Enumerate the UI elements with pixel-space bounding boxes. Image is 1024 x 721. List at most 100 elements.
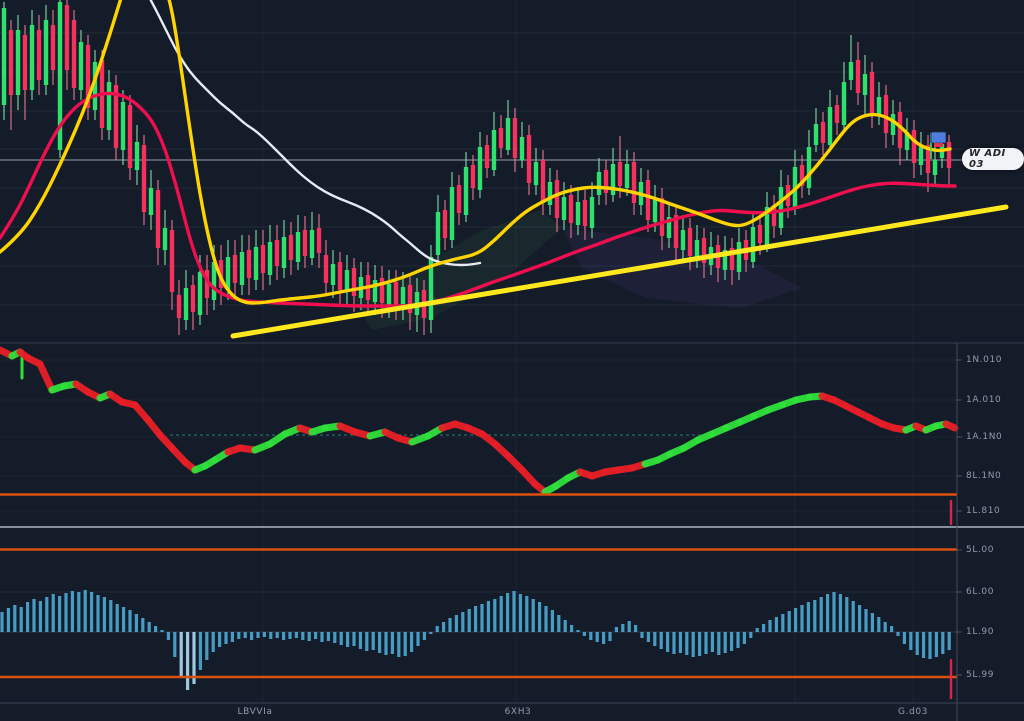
candle-body[interactable] — [337, 262, 343, 290]
candle-body[interactable] — [386, 284, 392, 305]
histogram-bar[interactable] — [941, 632, 945, 654]
histogram-layer[interactable] — [0, 548, 957, 691]
candle-body[interactable] — [498, 128, 504, 148]
candle-body[interactable] — [36, 30, 42, 80]
candle-body[interactable] — [449, 187, 455, 240]
histogram-bar[interactable] — [646, 632, 650, 642]
candle-body[interactable] — [155, 190, 161, 248]
candle-body[interactable] — [120, 102, 126, 150]
histogram-bar[interactable] — [70, 591, 74, 632]
candle-body[interactable] — [855, 60, 861, 93]
oscillator-segment[interactable] — [36, 360, 56, 394]
histogram-bar[interactable] — [147, 622, 151, 632]
histogram-bar[interactable] — [397, 632, 401, 657]
histogram-bar[interactable] — [557, 615, 561, 632]
histogram-bar[interactable] — [224, 632, 228, 644]
histogram-bar[interactable] — [781, 614, 785, 632]
candle-body[interactable] — [687, 228, 693, 256]
histogram-bar[interactable] — [883, 622, 887, 632]
histogram-bar[interactable] — [6, 608, 10, 632]
histogram-bar[interactable] — [230, 632, 234, 642]
histogram-bar[interactable] — [742, 632, 746, 644]
candle-body[interactable] — [92, 62, 98, 110]
histogram-bar[interactable] — [602, 632, 606, 644]
histogram-bar[interactable] — [570, 625, 574, 632]
histogram-bar[interactable] — [915, 632, 919, 655]
histogram-bar[interactable] — [774, 617, 778, 632]
histogram-bar[interactable] — [192, 632, 196, 684]
histogram-bar[interactable] — [678, 632, 682, 653]
candle-body[interactable] — [666, 217, 672, 238]
histogram-bar[interactable] — [704, 632, 708, 654]
candle-body[interactable] — [911, 130, 917, 163]
histogram-bar[interactable] — [736, 632, 740, 648]
histogram-bar[interactable] — [653, 632, 657, 646]
histogram-bar[interactable] — [902, 632, 906, 644]
candle-body[interactable] — [813, 124, 819, 145]
candle-body[interactable] — [736, 242, 742, 272]
candle-body[interactable] — [281, 237, 287, 268]
candle-body[interactable] — [225, 257, 231, 290]
candle-body[interactable] — [344, 270, 350, 292]
candle-body[interactable] — [946, 142, 952, 168]
candle-body[interactable] — [442, 210, 448, 238]
histogram-bar[interactable] — [250, 632, 254, 640]
candle-body[interactable] — [575, 202, 581, 225]
candle-body[interactable] — [904, 132, 910, 150]
histogram-bar[interactable] — [589, 632, 593, 640]
candle-body[interactable] — [659, 198, 665, 236]
candle-body[interactable] — [274, 240, 280, 266]
histogram-bar[interactable] — [38, 601, 42, 632]
histogram-bar[interactable] — [128, 610, 132, 632]
histogram-bar[interactable] — [314, 632, 318, 639]
candle-body[interactable] — [582, 200, 588, 226]
candle-body[interactable] — [722, 250, 728, 270]
histogram-bar[interactable] — [90, 592, 94, 632]
candle-body[interactable] — [78, 42, 84, 90]
candle-body[interactable] — [148, 188, 154, 215]
candle-body[interactable] — [547, 182, 553, 205]
histogram-bar[interactable] — [0, 612, 4, 632]
histogram-bar[interactable] — [275, 632, 279, 638]
candle-body[interactable] — [162, 228, 168, 250]
candle-body[interactable] — [624, 164, 630, 188]
candle-body[interactable] — [246, 250, 252, 278]
candle-body[interactable] — [589, 197, 595, 228]
candle-body[interactable] — [876, 97, 882, 115]
candle-body[interactable] — [526, 135, 532, 183]
histogram-bar[interactable] — [499, 596, 503, 632]
candle-body[interactable] — [694, 240, 700, 258]
candle-body[interactable] — [169, 230, 175, 292]
histogram-bar[interactable] — [762, 624, 766, 632]
candle-body[interactable] — [890, 114, 896, 135]
candle-body[interactable] — [827, 107, 833, 145]
candle-body[interactable] — [596, 172, 602, 195]
candle-body[interactable] — [799, 165, 805, 186]
candle-body[interactable] — [540, 160, 546, 203]
oscillator-layer[interactable] — [0, 346, 959, 496]
histogram-bar[interactable] — [198, 632, 202, 670]
candle-body[interactable] — [862, 74, 868, 95]
yellow-trendline[interactable] — [230, 204, 1009, 339]
histogram-bar[interactable] — [320, 632, 324, 642]
histogram-bar[interactable] — [698, 632, 702, 656]
candle-body[interactable] — [22, 35, 28, 90]
histogram-bar[interactable] — [160, 630, 164, 632]
histogram-bar[interactable] — [909, 632, 913, 650]
histogram-bar[interactable] — [122, 607, 126, 632]
histogram-bar[interactable] — [832, 592, 836, 632]
histogram-bar[interactable] — [749, 632, 753, 638]
histogram-bar[interactable] — [614, 627, 618, 632]
histogram-bar[interactable] — [352, 632, 356, 646]
candle-body[interactable] — [302, 230, 308, 256]
candle-body[interactable] — [71, 20, 77, 88]
candle-body[interactable] — [15, 30, 21, 95]
histogram-bar[interactable] — [442, 622, 446, 632]
candle-body[interactable] — [330, 264, 336, 285]
histogram-bar[interactable] — [608, 632, 612, 641]
histogram-bar[interactable] — [813, 600, 817, 632]
histogram-bar[interactable] — [525, 596, 529, 632]
histogram-bar[interactable] — [166, 632, 170, 640]
histogram-bar[interactable] — [538, 602, 542, 632]
candle-body[interactable] — [295, 232, 301, 262]
